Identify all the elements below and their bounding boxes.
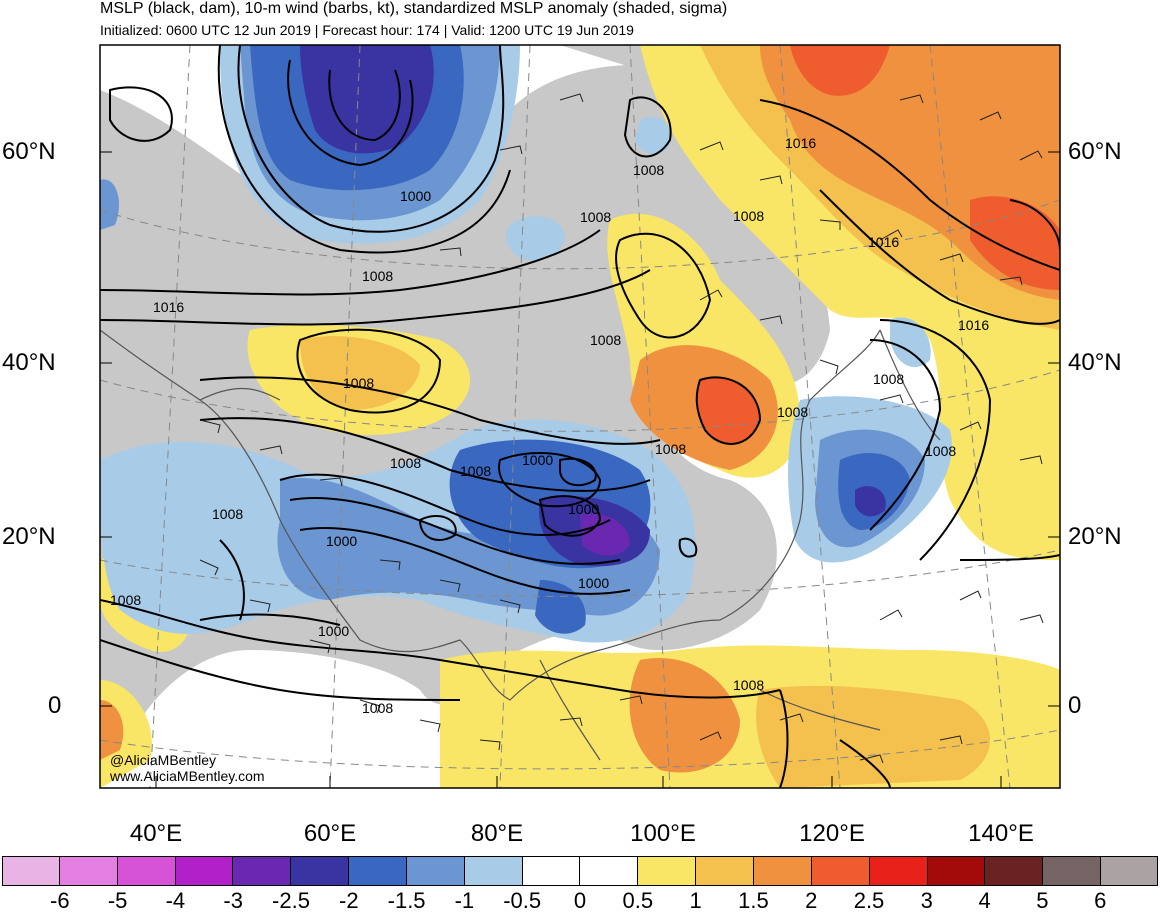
colorbar-label: 1.5 xyxy=(738,888,769,913)
colorbar-label: 2.5 xyxy=(853,888,885,913)
lat-label-right: 0 xyxy=(1068,692,1082,719)
isobar-label: 1008 xyxy=(110,592,141,608)
axis-ticks xyxy=(100,151,1060,788)
lat-label-left: 60°N xyxy=(2,138,56,165)
isobar-label: 1008 xyxy=(362,700,393,716)
isobar-label: 1008 xyxy=(590,332,621,348)
colorbar-label: 2 xyxy=(805,888,818,913)
lat-label-left: 0 xyxy=(48,692,62,719)
colorbar-labels: -6 -5 -4 -3 -2.5 -2 -1.5 -1 -0.5 0 0.5 1 1.5 2 2.5 3 4 5 6 xyxy=(0,888,1160,913)
isobar-label: 1016 xyxy=(153,299,184,315)
isobar-label: 1000 xyxy=(326,533,357,549)
colorbar-label: -4 xyxy=(165,888,186,913)
colorbar-label: 1 xyxy=(689,888,702,913)
colorbar-swatch xyxy=(175,856,234,886)
colorbar-swatch xyxy=(580,856,639,886)
isobar-label: 1008 xyxy=(212,506,243,522)
isobar-label: 1008 xyxy=(580,209,611,225)
isobar-label: 1008 xyxy=(733,208,764,224)
lat-label-left: 20°N xyxy=(2,523,56,550)
lon-label: 80°E xyxy=(470,820,524,847)
colorbar-swatch xyxy=(406,856,465,886)
colorbar-swatch xyxy=(233,856,292,886)
isobar-label: 1008 xyxy=(460,463,491,479)
colorbar-swatch xyxy=(1043,856,1102,886)
colorbar-label: -6 xyxy=(50,888,70,913)
isobar-label: 1008 xyxy=(390,455,421,471)
colorbar-swatch xyxy=(59,856,118,886)
wind-barbs xyxy=(199,93,1044,764)
colorbar-label: -3 xyxy=(223,888,243,913)
credit-site: www.AliciaMBentley.com xyxy=(110,768,265,784)
isobar-label: 1000 xyxy=(568,501,599,517)
colorbar-swatch xyxy=(869,856,928,886)
lat-label-right: 60°N xyxy=(1068,138,1122,165)
credit-handle: @AliciaMBentley xyxy=(110,752,217,768)
colorbar-swatch xyxy=(811,856,870,886)
lon-label: 100°E xyxy=(630,820,696,847)
colorbar-swatch xyxy=(985,856,1044,886)
colorbar-label: 4 xyxy=(978,888,991,913)
colorbar-swatch xyxy=(349,856,407,886)
colorbar-swatch xyxy=(1101,856,1158,886)
isobar-label: 1008 xyxy=(362,268,393,284)
lon-label: 40°E xyxy=(129,820,183,847)
colorbar-swatch xyxy=(117,856,176,886)
colorbar-label: 6 xyxy=(1094,888,1107,913)
map-frame xyxy=(99,44,1061,789)
colorbar-label: -5 xyxy=(107,888,128,913)
isobar-label: 1008 xyxy=(633,162,664,178)
lon-label: 140°E xyxy=(968,820,1034,847)
colorbar-label: -1 xyxy=(454,888,475,913)
isobar-label: 1000 xyxy=(522,452,553,468)
isobar-label: 1008 xyxy=(873,371,904,387)
colorbar-swatch xyxy=(2,856,60,886)
isobar-label: 1000 xyxy=(400,188,431,204)
colorbar-label: 0 xyxy=(573,888,587,913)
lat-label-left: 40°N xyxy=(2,349,56,376)
isobar-label: 1008 xyxy=(925,443,956,459)
colorbar xyxy=(2,856,1158,886)
colorbar-swatch xyxy=(464,856,523,886)
map-subtitle: Initialized: 0600 UTC 12 Jun 2019 | Fore… xyxy=(100,22,634,38)
isobar-label: 1016 xyxy=(785,135,816,151)
isobar-labels: 1000 1008 1008 1008 1016 1016 1008 1016 … xyxy=(110,135,989,716)
isobar-label: 1016 xyxy=(958,317,989,333)
lat-label-right: 40°N xyxy=(1068,349,1122,376)
isobar-label: 1008 xyxy=(733,677,764,693)
isobar-label: 1008 xyxy=(777,404,808,420)
colorbar-swatch xyxy=(696,856,754,886)
colorbar-label: -1.5 xyxy=(387,888,426,913)
lon-label: 120°E xyxy=(799,820,865,847)
negative-anomaly-fill xyxy=(100,45,952,643)
colorbar-label: -0.5 xyxy=(503,888,542,913)
lon-label: 60°E xyxy=(303,820,357,847)
colorbar-swatch xyxy=(522,856,581,886)
colorbar-swatch xyxy=(291,856,350,886)
mslp-isobars xyxy=(100,45,1060,788)
colorbar-label: -2.5 xyxy=(272,888,310,913)
map-title: MSLP (black, dam), 10-m wind (barbs, kt)… xyxy=(100,0,728,17)
isobar-label: 1008 xyxy=(343,375,374,391)
colorbar-label: 3 xyxy=(920,888,933,913)
colorbar-label: -2 xyxy=(339,888,359,913)
colorbar-label: 5 xyxy=(1036,888,1049,913)
isobar-label: 1008 xyxy=(655,441,686,457)
isobar-label: 1000 xyxy=(578,575,609,591)
colorbar-swatch xyxy=(638,856,697,886)
colorbar-swatch xyxy=(753,856,812,886)
lat-label-right: 20°N xyxy=(1068,523,1122,550)
coastlines xyxy=(100,329,941,761)
isobar-label: 1000 xyxy=(318,623,349,639)
graticule xyxy=(100,45,1060,788)
isobar-label: 1016 xyxy=(868,234,899,250)
colorbar-swatch xyxy=(927,856,986,886)
colorbar-label: 0.5 xyxy=(622,888,654,913)
